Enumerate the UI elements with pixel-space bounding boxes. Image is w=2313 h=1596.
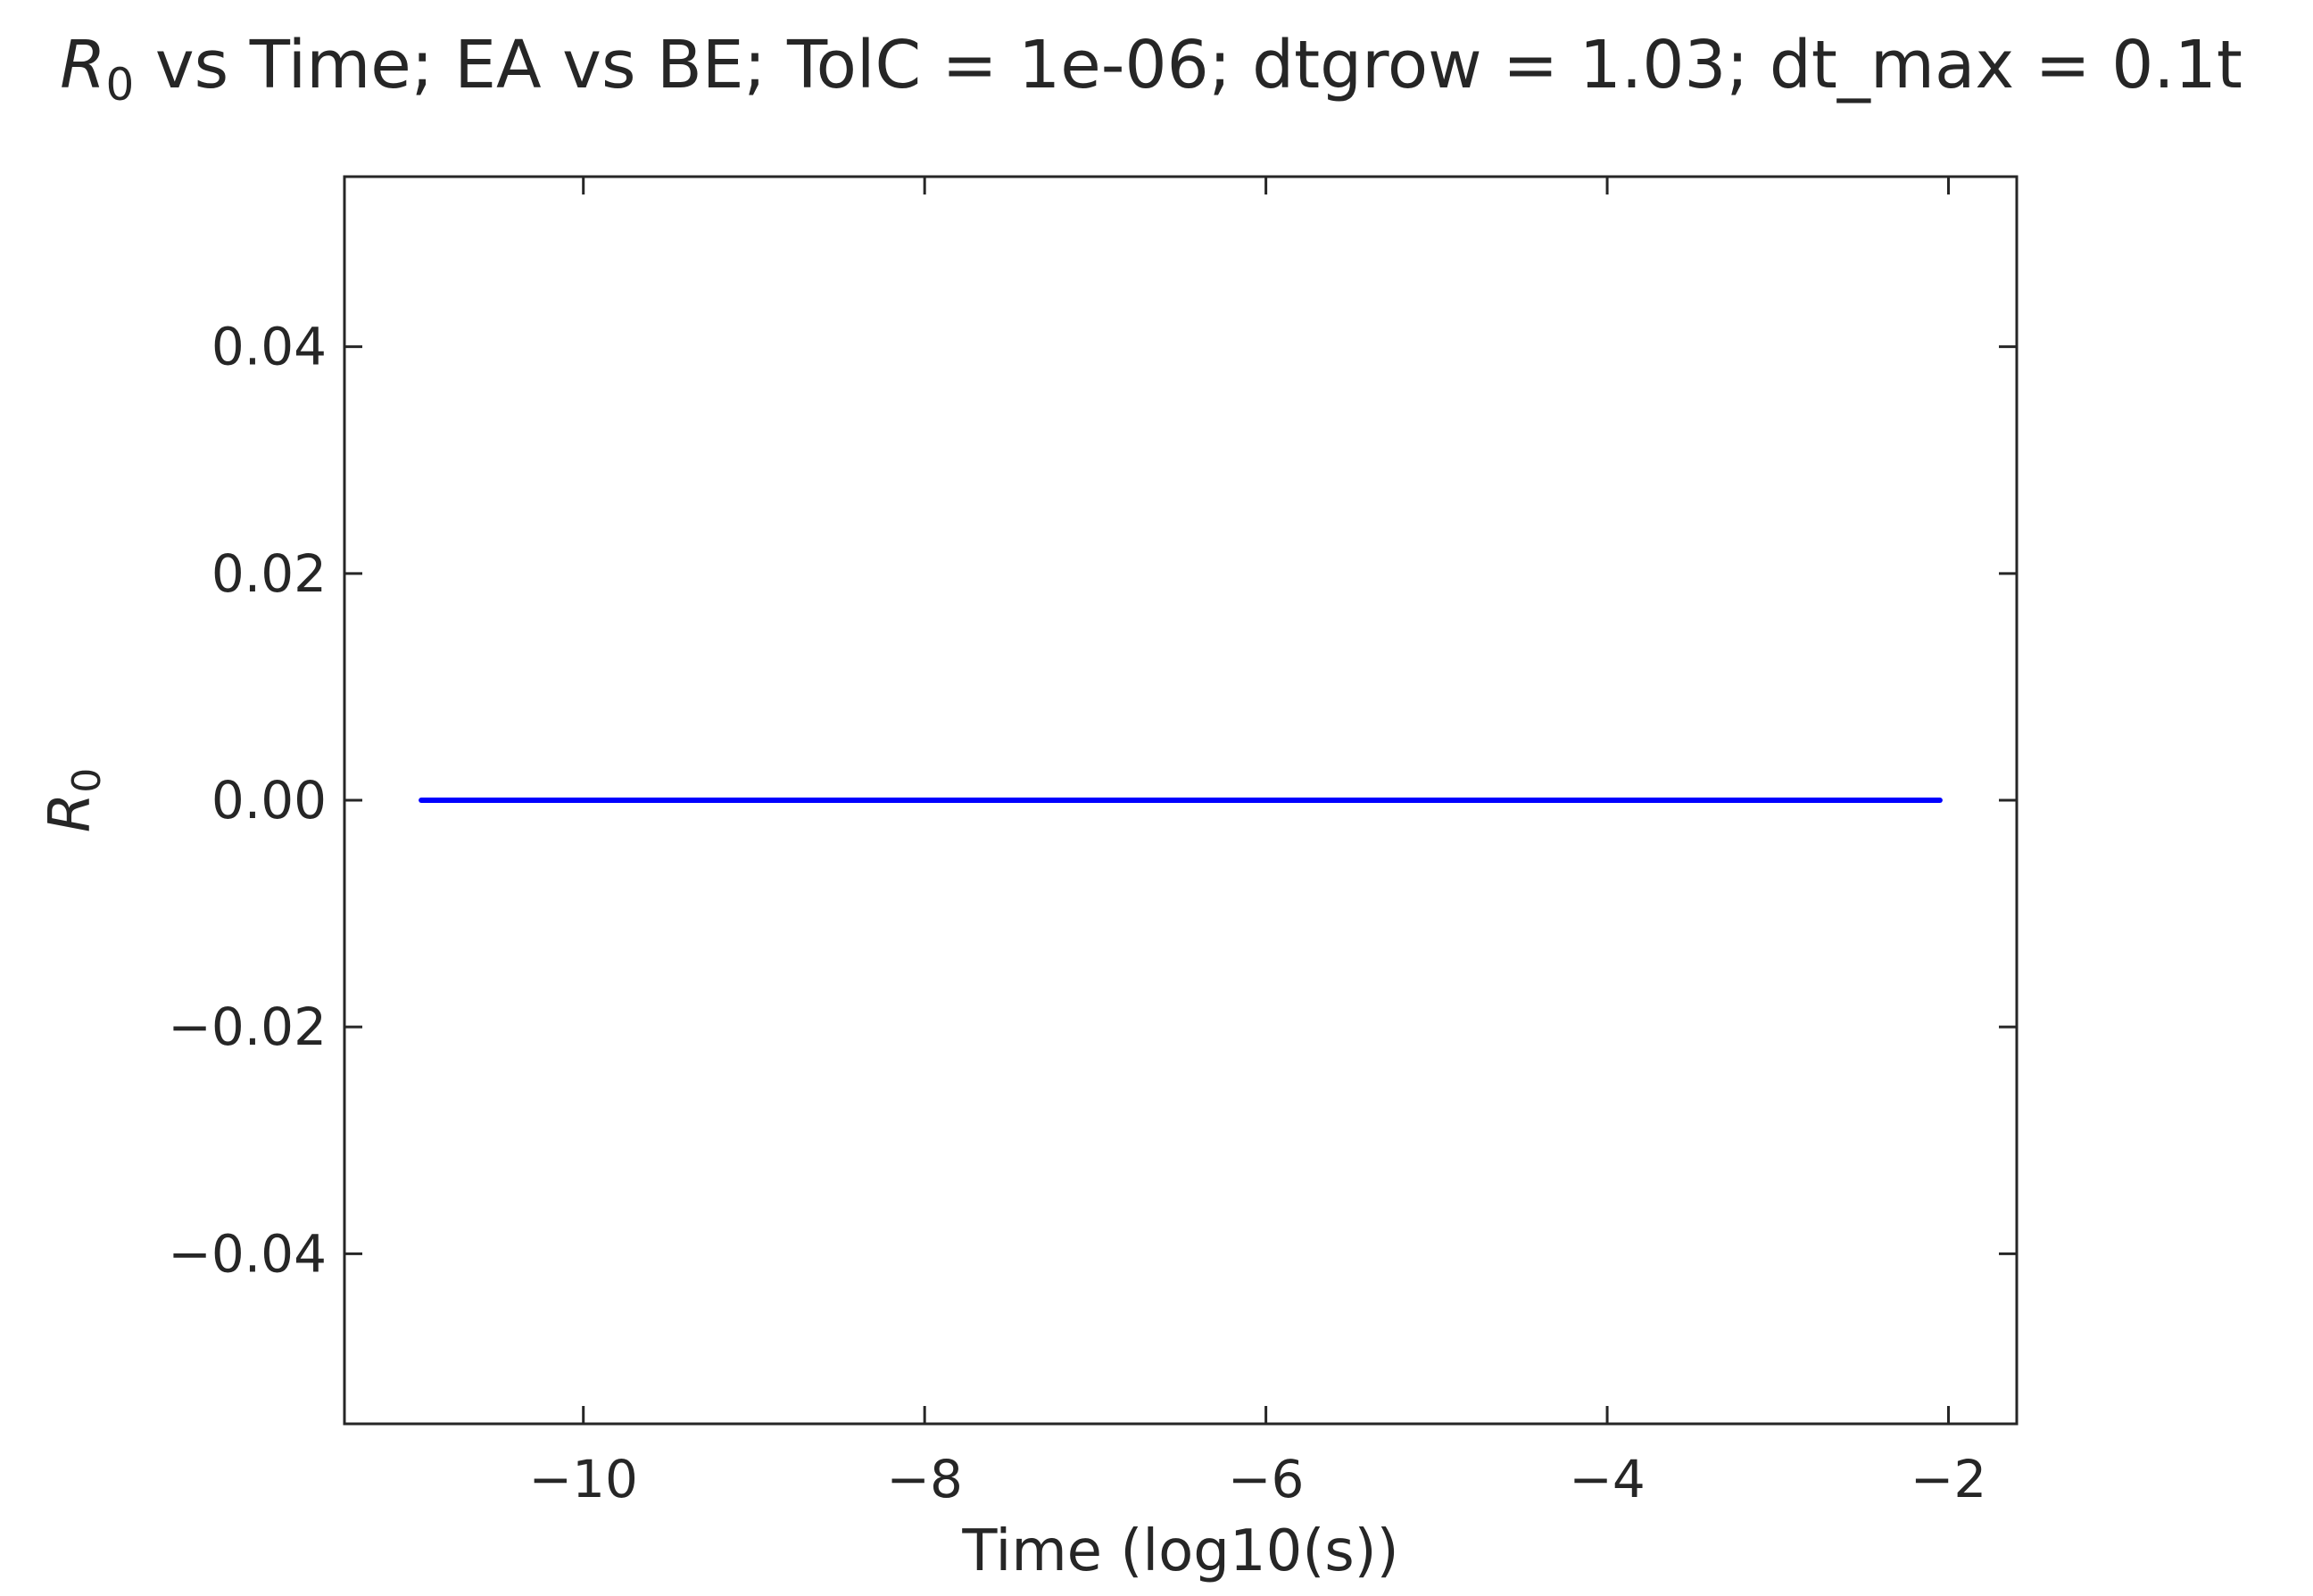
x-tick-label: −8 [886,1449,963,1509]
x-tick-label: −10 [529,1449,638,1509]
x-tick-label: −2 [1911,1449,1987,1509]
y-axis-label: R0 [37,768,110,832]
y-tick-label: 0.00 [211,770,327,831]
y-tick-label: 0.02 [211,543,327,604]
x-tick-label: −6 [1228,1449,1305,1509]
x-axis-label: Time (log10(s)) [961,1518,1398,1584]
x-tick-label: −4 [1569,1449,1646,1509]
y-tick-label: −0.04 [168,1223,327,1284]
y-tick-label: 0.04 [211,317,327,377]
chart-title: R0 vs Time; EA vs BE; TolC = 1e-06; dtgr… [60,27,2243,111]
y-tick-label: −0.02 [168,996,327,1057]
ticks: −10 −8 −6 −4 −2 0.04 0.02 0.00 −0.02 −0.04 [168,177,2017,1509]
